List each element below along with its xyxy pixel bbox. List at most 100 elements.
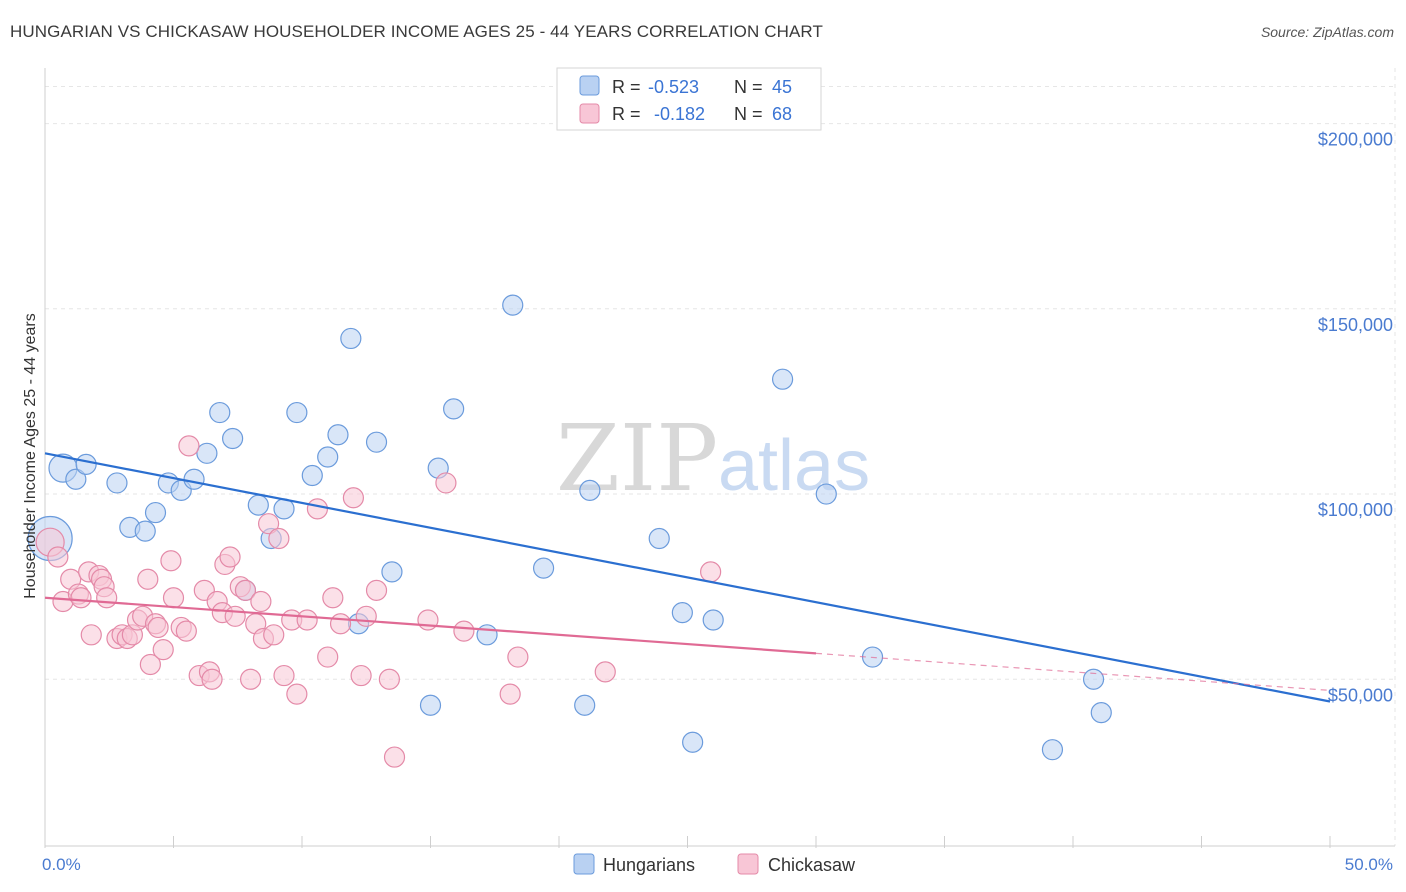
chickasaw-point-31 xyxy=(201,668,223,690)
hungarians-point-7 xyxy=(144,501,167,524)
chickasaw-point-22 xyxy=(152,639,174,661)
legend-r-value-chickasaw: -0.182 xyxy=(654,104,705,124)
legend-swatch-chickasaw xyxy=(579,103,600,124)
legend-r-label-hungarians: R = xyxy=(612,77,641,97)
hungarians-point-4 xyxy=(106,472,128,494)
legend-r-label-chickasaw: R = xyxy=(612,104,641,124)
hungarians-point-35 xyxy=(671,601,693,624)
hungarians-point-34 xyxy=(648,527,670,550)
hungarians-point-36 xyxy=(682,731,704,753)
y-tick-label-0: $50,000 xyxy=(1328,685,1393,705)
hungarians-point-26 xyxy=(419,694,442,716)
trend-lines xyxy=(44,452,1331,703)
hungarians-point-13 xyxy=(222,427,244,450)
hungarians-point-22 xyxy=(340,327,362,350)
legend-r-value-hungarians: -0.523 xyxy=(648,77,699,97)
hungarians-point-3 xyxy=(75,453,97,476)
hungarians-point-39 xyxy=(815,483,837,505)
chickasaw-point-45 xyxy=(268,527,290,550)
hungarians-point-32 xyxy=(574,694,596,716)
hungarians-point-12 xyxy=(209,401,231,424)
legend-n-value-chickasaw: 68 xyxy=(772,104,792,124)
chickasaw-point-60 xyxy=(417,609,439,631)
chickasaw-point-65 xyxy=(594,661,616,683)
series-legend-swatch-hungarians xyxy=(573,853,595,875)
chickasaw-point-50 xyxy=(306,498,329,520)
x-tick-label-max: 50.0% xyxy=(1345,855,1393,874)
chickasaw-point-57 xyxy=(365,579,388,601)
hungarians-point-33 xyxy=(579,479,601,501)
chickasaw-point-66 xyxy=(700,561,722,583)
chickasaw-trend-line xyxy=(44,596,817,655)
chickasaw-point-43 xyxy=(257,513,280,535)
chickasaw-point-23 xyxy=(160,550,182,572)
chickasaw-point-7 xyxy=(80,624,102,646)
hungarians-point-2 xyxy=(65,468,87,490)
series-legend-swatch-chickasaw xyxy=(737,853,759,875)
chickasaw-point-26 xyxy=(175,620,197,642)
chickasaw-point-5 xyxy=(70,587,92,609)
hungarians-point-43 xyxy=(1090,702,1112,724)
correlation-legend: R = -0.523 N = 45 R = -0.182 N = 68 xyxy=(556,67,822,131)
chickasaw-point-53 xyxy=(329,613,352,635)
chickasaw-point-62 xyxy=(453,620,475,642)
legend-n-label-hungarians: N = xyxy=(734,77,763,97)
hungarians-point-28 xyxy=(443,398,465,420)
series-legend-label-chickasaw: Chickasaw xyxy=(768,855,856,875)
chickasaw-point-64 xyxy=(507,646,529,668)
hungarians-point-18 xyxy=(286,401,308,424)
chickasaw-point-52 xyxy=(322,587,344,609)
watermark-zip: ZIP xyxy=(556,405,718,512)
hungarians-point-6 xyxy=(134,520,156,542)
chickasaw-point-39 xyxy=(240,668,262,690)
chickasaw-point-54 xyxy=(342,487,364,509)
y-tick-label-2: $150,000 xyxy=(1318,315,1393,335)
chickasaw-point-59 xyxy=(383,746,406,768)
chickasaw-point-27 xyxy=(178,435,200,457)
axes xyxy=(44,68,1395,847)
data-points xyxy=(27,294,1112,768)
hungarians-point-29 xyxy=(476,624,498,646)
chickasaw-point-24 xyxy=(162,587,185,609)
chickasaw-point-49 xyxy=(296,609,318,631)
hungarians-point-15 xyxy=(247,494,269,516)
chart-title: HUNGARIAN VS CHICKASAW HOUSEHOLDER INCOM… xyxy=(10,22,823,41)
chickasaw-point-11 xyxy=(96,587,118,609)
hungarians-point-38 xyxy=(771,368,794,390)
hungarians-point-42 xyxy=(1082,668,1105,690)
chickasaw-point-18 xyxy=(137,568,159,590)
y-tick-label-1: $100,000 xyxy=(1318,500,1393,520)
series-legend: Hungarians Chickasaw xyxy=(573,853,856,875)
hungarians-point-24 xyxy=(365,431,388,453)
chickasaw-point-63 xyxy=(499,683,521,705)
chickasaw-point-36 xyxy=(224,605,246,627)
hungarians-point-10 xyxy=(183,468,205,490)
chickasaw-point-38 xyxy=(234,579,257,601)
chickasaw-point-58 xyxy=(378,668,400,690)
hungarians-point-25 xyxy=(381,561,403,583)
y-tick-labels: $50,000 $100,000 $150,000 $200,000 xyxy=(1318,130,1393,706)
chickasaw-point-55 xyxy=(350,664,372,687)
legend-swatch-hungarians xyxy=(579,75,600,96)
hungarians-point-21 xyxy=(327,424,349,446)
chickasaw-point-35 xyxy=(219,546,241,568)
chickasaw-point-41 xyxy=(250,590,272,613)
hungarians-point-11 xyxy=(196,442,218,464)
legend-n-value-hungarians: 45 xyxy=(772,77,792,97)
legend-box xyxy=(556,67,822,131)
chickasaw-point-46 xyxy=(273,664,295,687)
chickasaw-point-51 xyxy=(317,646,339,668)
chickasaw-point-61 xyxy=(435,472,457,494)
source-credit: Source: ZipAtlas.com xyxy=(1260,24,1394,40)
hungarians-point-30 xyxy=(502,294,524,316)
hungarians-point-31 xyxy=(532,557,555,579)
chickasaw-trend-extension xyxy=(815,652,1331,691)
y-tick-label-3: $200,000 xyxy=(1318,130,1393,150)
chickasaw-point-56 xyxy=(355,605,377,627)
hungarians-point-19 xyxy=(301,464,323,487)
y-axis-label: Householder Income Ages 25 - 44 years xyxy=(22,313,39,599)
chickasaw-point-19 xyxy=(139,653,161,676)
x-ticks xyxy=(44,836,1331,848)
legend-n-label-chickasaw: N = xyxy=(734,104,763,124)
